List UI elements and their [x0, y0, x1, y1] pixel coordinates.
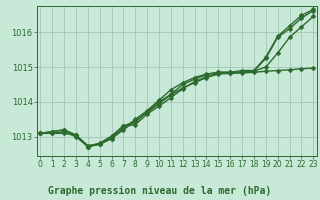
- Text: Graphe pression niveau de la mer (hPa): Graphe pression niveau de la mer (hPa): [48, 186, 272, 196]
